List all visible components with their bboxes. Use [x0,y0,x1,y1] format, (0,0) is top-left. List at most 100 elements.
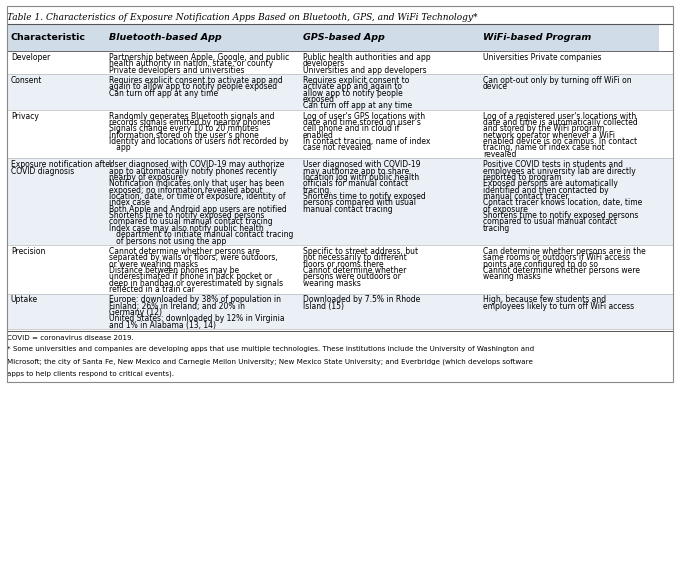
Text: again to allow app to notify people exposed: again to allow app to notify people expo… [109,82,277,91]
Text: Microsoft; the city of Santa Fe, New Mexico and Carnegie Mellon University; New : Microsoft; the city of Santa Fe, New Mex… [7,358,533,365]
Text: exposed: exposed [303,95,335,104]
Text: floors or rooms there: floors or rooms there [303,260,384,269]
Text: apps to help clients respond to critical events).: apps to help clients respond to critical… [7,370,174,377]
Text: wearing masks: wearing masks [483,272,541,281]
Text: tracing, name of index case not: tracing, name of index case not [483,144,605,152]
Text: case not revealed: case not revealed [303,144,372,152]
Text: Notification indicates only that user has been: Notification indicates only that user ha… [109,179,285,188]
Text: Identity and locations of users not recorded by: Identity and locations of users not reco… [109,137,289,146]
Text: points are configured to do so: points are configured to do so [483,260,598,269]
Bar [105,24,299,51]
Text: location log with public health: location log with public health [303,173,419,182]
Text: and stored by the WiFi program: and stored by the WiFi program [483,124,604,133]
Text: and 1% in Alabama (13, 14): and 1% in Alabama (13, 14) [109,321,216,330]
Text: Requires explicit consent to: Requires explicit consent to [303,76,409,85]
Text: officials for manual contact: officials for manual contact [303,179,408,188]
Text: Requires explicit consent to activate app and: Requires explicit consent to activate ap… [109,76,283,85]
Text: Cannot determine whether: Cannot determine whether [303,266,407,275]
Text: Finland; 26% in Ireland; and 20% in: Finland; 26% in Ireland; and 20% in [109,302,246,311]
Text: cell phone and in cloud if: cell phone and in cloud if [303,124,399,133]
Text: Contact tracer knows location, date, time: Contact tracer knows location, date, tim… [483,198,643,207]
Text: persons compared with usual: persons compared with usual [303,198,416,207]
Text: may authorize app to share: may authorize app to share [303,166,409,176]
Text: underestimated if phone in back pocket or: underestimated if phone in back pocket o… [109,272,272,281]
Text: manual contact tracing: manual contact tracing [303,204,393,214]
Text: same rooms or outdoors if WiFi access: same rooms or outdoors if WiFi access [483,253,630,262]
Text: or were wearing masks: or were wearing masks [109,260,199,269]
Text: index case: index case [109,198,150,207]
Text: COVID diagnosis: COVID diagnosis [11,166,74,176]
Text: Exposed persons are automatically: Exposed persons are automatically [483,179,618,188]
Text: United States: downloaded by 12% in Virginia: United States: downloaded by 12% in Virg… [109,315,285,323]
Text: Universities and app developers: Universities and app developers [303,65,427,74]
Text: Exposure notification after: Exposure notification after [11,160,113,169]
Text: app: app [109,144,131,152]
Text: employees at university lab are directly: employees at university lab are directly [483,166,636,176]
Text: Characteristic: Characteristic [11,34,86,42]
Bar [299,24,479,51]
Text: Europe: downloaded by 38% of population in: Europe: downloaded by 38% of population … [109,295,281,304]
Text: In contact tracing, name of index: In contact tracing, name of index [303,137,431,146]
Bar [7,6,673,382]
Text: Specific to street address, but: Specific to street address, but [303,247,418,256]
Text: device: device [483,82,508,91]
Text: Privacy: Privacy [11,112,39,120]
Text: Precision: Precision [11,247,45,256]
Text: COVID = coronavirus disease 2019.: COVID = coronavirus disease 2019. [7,335,133,341]
Text: User diagnosed with COVID-19: User diagnosed with COVID-19 [303,160,420,169]
Text: Shortens time to notify exposed: Shortens time to notify exposed [303,192,426,201]
Text: Both Apple and Android app users are notified: Both Apple and Android app users are not… [109,204,287,214]
Text: nearby of exposure.: nearby of exposure. [109,173,186,182]
Bar [7,24,105,51]
Text: WiFi-based Program: WiFi-based Program [483,34,591,42]
Text: deep in handbag or overestimated by signals: deep in handbag or overestimated by sign… [109,279,283,287]
Text: Partnership between Apple, Google, and public: Partnership between Apple, Google, and p… [109,53,290,62]
Text: not necessarily to different: not necessarily to different [303,253,407,262]
Bar [7,51,673,74]
Text: Universities Private companies: Universities Private companies [483,53,601,62]
Text: High, because few students and: High, because few students and [483,295,606,304]
Text: identified and then contacted by: identified and then contacted by [483,186,609,195]
Bar [479,24,659,51]
Text: exposed; no information revealed about: exposed; no information revealed about [109,186,263,195]
Text: GPS-based App: GPS-based App [303,34,385,42]
Text: enabled: enabled [303,131,334,140]
Text: Bluetooth-based App: Bluetooth-based App [109,34,222,42]
Text: Signals change every 10 to 20 minutes: Signals change every 10 to 20 minutes [109,124,259,133]
Text: date and time stored on user's: date and time stored on user's [303,118,421,127]
Text: Can opt-out only by turning off WiFi on: Can opt-out only by turning off WiFi on [483,76,632,85]
Text: Developer: Developer [11,53,50,62]
Text: developers: developers [303,59,345,68]
Text: reflected in a train car: reflected in a train car [109,285,195,294]
Text: wearing masks: wearing masks [303,279,361,287]
Text: Cannot determine whether persons were: Cannot determine whether persons were [483,266,640,275]
Bar [7,294,673,329]
Text: reported to program: reported to program [483,173,561,182]
Text: app to automatically notify phones recently: app to automatically notify phones recen… [109,166,277,176]
Bar [7,245,673,294]
Text: activate app and again to: activate app and again to [303,82,402,91]
Text: compared to usual manual contact tracing: compared to usual manual contact tracing [109,218,273,227]
Text: of persons not using the app: of persons not using the app [109,236,226,245]
Text: enabled device is on campus. In contact: enabled device is on campus. In contact [483,137,637,146]
Text: date and time is automatically collected: date and time is automatically collected [483,118,638,127]
Bar [7,110,673,158]
Text: User diagnosed with COVID-19 may authorize: User diagnosed with COVID-19 may authori… [109,160,285,169]
Text: Log of user's GPS locations with: Log of user's GPS locations with [303,112,425,120]
Text: Log of a registered user's locations with: Log of a registered user's locations wit… [483,112,636,120]
Text: Table 1. Characteristics of Exposure Notification Apps Based on Bluetooth, GPS, : Table 1. Characteristics of Exposure Not… [7,13,477,22]
Text: Randomly generates Bluetooth signals and: Randomly generates Bluetooth signals and [109,112,275,120]
Text: allow app to notify people: allow app to notify people [303,89,402,98]
Text: Positive COVID tests in students and: Positive COVID tests in students and [483,160,623,169]
Text: Consent: Consent [11,76,42,85]
Bar [7,74,673,110]
Text: Cannot determine whether persons are: Cannot determine whether persons are [109,247,260,256]
Text: Shortens time to notify exposed persons: Shortens time to notify exposed persons [109,211,265,220]
Text: Can turn off app at any time: Can turn off app at any time [109,89,219,98]
Text: of exposure: of exposure [483,204,528,214]
Text: department to initiate manual contact tracing: department to initiate manual contact tr… [109,230,294,239]
Text: Can turn off app at any time: Can turn off app at any time [303,101,412,110]
Text: Can determine whether persons are in the: Can determine whether persons are in the [483,247,646,256]
Text: records signals emitted by nearby phones: records signals emitted by nearby phones [109,118,271,127]
Text: Information stored on the user's phone: Information stored on the user's phone [109,131,259,140]
